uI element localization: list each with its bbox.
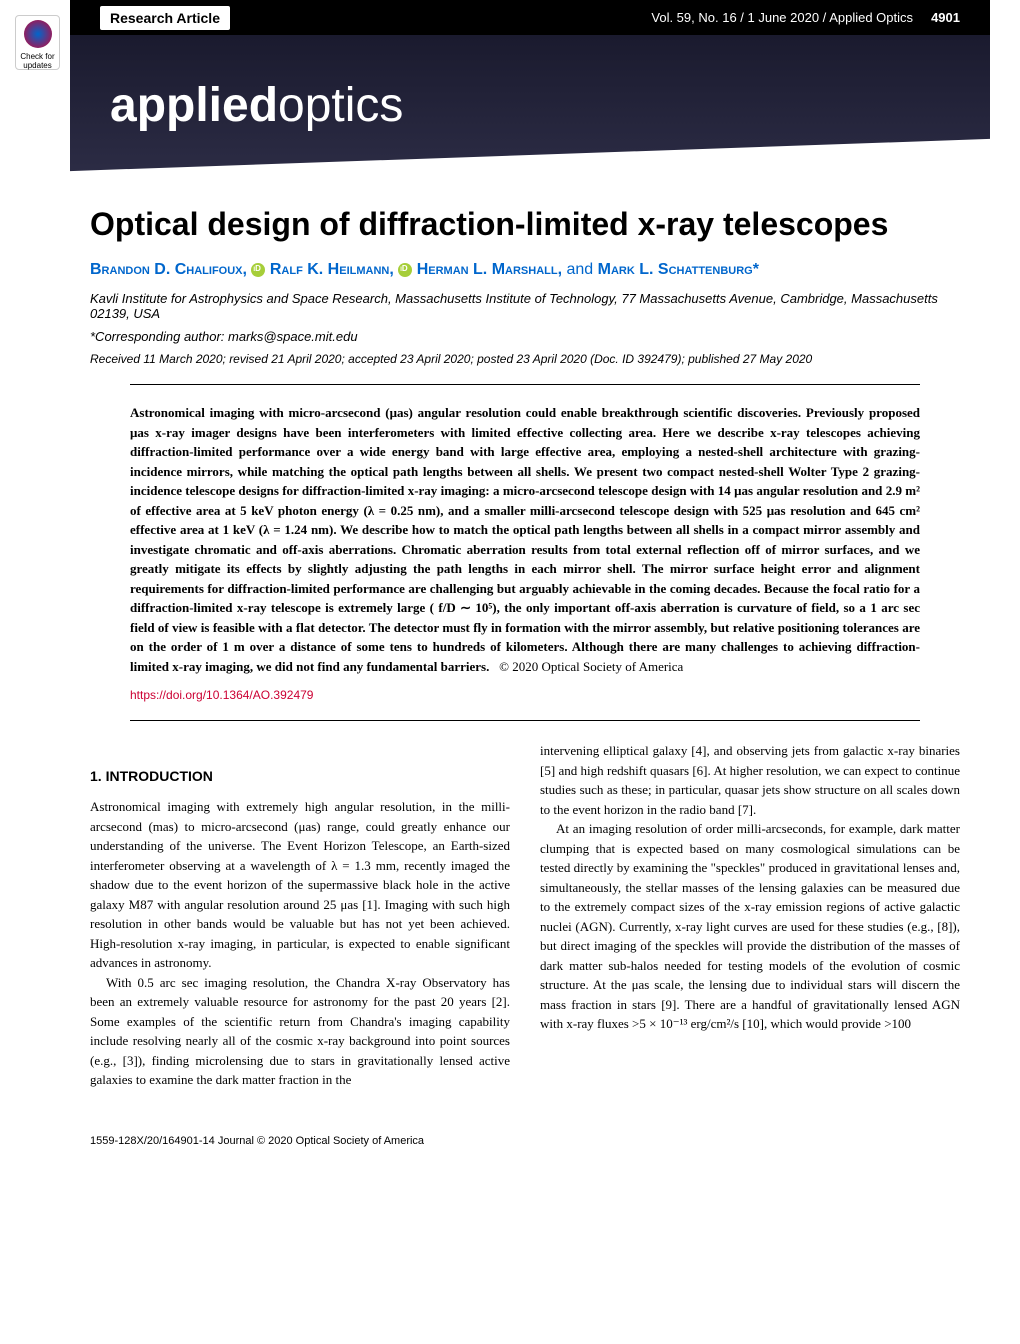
article-title: Optical design of diffraction-limited x-… [90,205,960,243]
orcid-icon[interactable] [398,263,412,277]
author-3: Herman L. Marshall, [417,261,562,278]
copyright-text: © 2020 Optical Society of America [499,659,683,674]
left-column: 1. INTRODUCTION Astronomical imaging wit… [90,741,510,1090]
section-title: 1. INTRODUCTION [90,766,510,787]
footer-left: 1559-128X/20/164901-14 Journal © 2020 Op… [90,1135,424,1147]
right-column: intervening elliptical galaxy [4], and o… [540,741,960,1090]
orcid-icon[interactable] [251,263,265,277]
paragraph: With 0.5 arc sec imaging resolution, the… [90,973,510,1090]
issue-info-text: Vol. 59, No. 16 / 1 June 2020 / Applied … [651,10,913,25]
author-1: Brandon D. Chalifoux, [90,261,247,278]
abstract-text: Astronomical imaging with micro-arcsecon… [130,403,920,676]
paragraph: intervening elliptical galaxy [4], and o… [540,741,960,819]
author-list: Brandon D. Chalifoux, Ralf K. Heilmann, … [90,261,960,279]
doi-link[interactable]: https://doi.org/10.1364/AO.392479 [130,688,920,702]
journal-name-bold: applied [110,79,278,132]
publication-dates: Received 11 March 2020; revised 21 April… [90,352,960,366]
page-footer: 1559-128X/20/164901-14 Journal © 2020 Op… [0,1120,1020,1162]
abstract-body: Astronomical imaging with micro-arcsecon… [130,405,920,674]
author-and: and [566,261,593,278]
body-columns: 1. INTRODUCTION Astronomical imaging wit… [90,741,960,1090]
crossmark-icon [24,20,52,48]
corresponding-author: *Corresponding author: marks@space.mit.e… [90,329,960,344]
research-article-label: Research Article [100,6,230,30]
paragraph: At an imaging resolution of order milli-… [540,819,960,1034]
abstract-container: Astronomical imaging with micro-arcsecon… [130,384,920,721]
header-issue-info: Vol. 59, No. 16 / 1 June 2020 / Applied … [651,10,960,25]
journal-name: appliedoptics [110,78,403,133]
page-number: 4901 [931,10,960,25]
journal-name-light: optics [278,79,403,132]
header-bar: Research Article Vol. 59, No. 16 / 1 Jun… [70,0,990,35]
author-4: Mark L. Schattenburg* [598,261,759,278]
check-badge-text: Check for updates [20,52,54,70]
author-2: Ralf K. Heilmann, [270,261,394,278]
affiliation: Kavli Institute for Astrophysics and Spa… [90,291,960,321]
article-content: Optical design of diffraction-limited x-… [0,175,1020,1120]
journal-banner: appliedoptics [70,35,990,175]
check-updates-badge[interactable]: Check for updates [15,15,60,70]
paragraph: Astronomical imaging with extremely high… [90,797,510,973]
